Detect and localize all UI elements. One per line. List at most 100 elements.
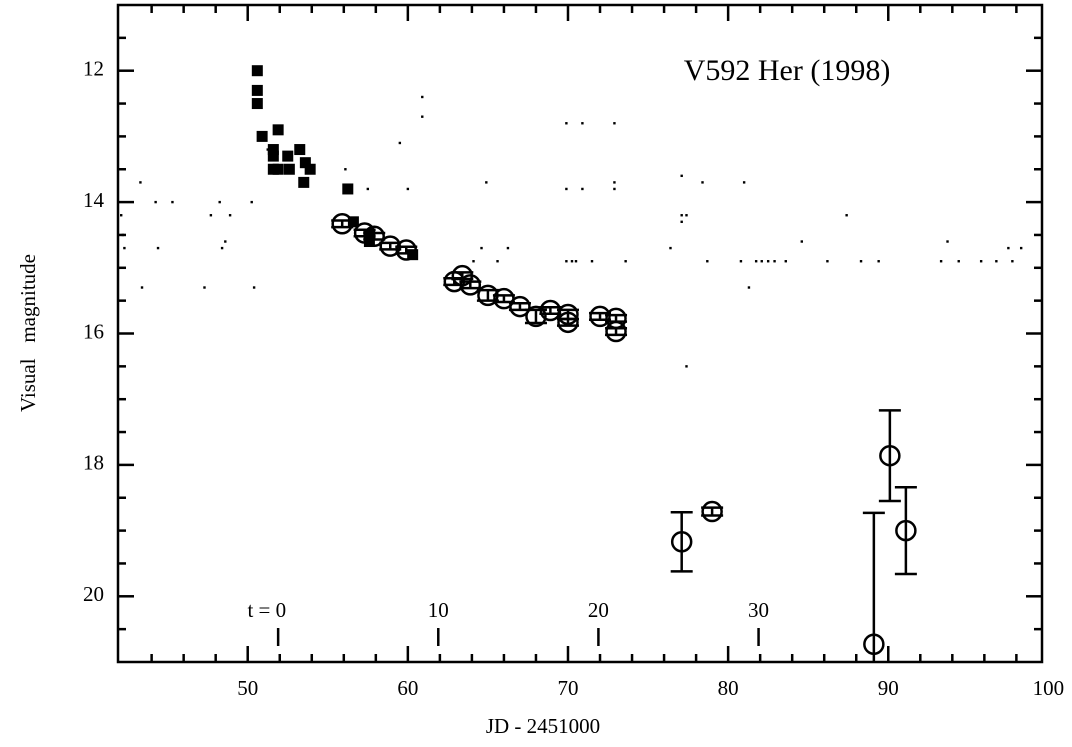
dot-point [228, 214, 232, 217]
square-point [298, 176, 310, 188]
dot-point [266, 148, 269, 151]
dot-point [252, 286, 256, 289]
square-point [251, 84, 263, 96]
dot-point [421, 95, 424, 99]
t-tick-label: 20 [588, 598, 609, 622]
dot-point [747, 286, 751, 289]
dot-point [845, 214, 848, 217]
x-tick-label: 90 [878, 676, 899, 700]
dot-point [706, 260, 709, 263]
dot-point [613, 181, 616, 184]
dot-point [685, 365, 688, 368]
square-point [272, 124, 284, 136]
dot-point [139, 181, 142, 184]
circle-point [589, 305, 611, 328]
dot-point [1007, 246, 1010, 250]
dot-point [123, 246, 126, 250]
dot-point [685, 214, 688, 217]
dot-point [581, 187, 584, 191]
dot-point [754, 260, 758, 263]
y-tick-label: 18 [83, 451, 104, 475]
square-point [251, 65, 263, 77]
dot-point [957, 260, 960, 263]
t-tick-label: 30 [748, 598, 769, 622]
dot-point [739, 260, 743, 263]
chart-title: V592 Her (1998) [684, 54, 891, 87]
circle-point [331, 213, 353, 235]
dot-point [1019, 246, 1023, 250]
dot-point [624, 260, 627, 263]
dot-point [565, 260, 568, 263]
square-point [407, 249, 419, 261]
dot-point [203, 286, 206, 289]
dot-point [565, 187, 568, 191]
x-tick-label: 80 [718, 676, 739, 700]
circle-point [395, 239, 417, 261]
dot-point [613, 122, 616, 125]
x-tick-label: 50 [237, 676, 258, 700]
y-tick-label: 20 [83, 582, 104, 606]
dot-point [485, 181, 488, 184]
circle-point [557, 311, 579, 334]
dot-point [224, 240, 227, 243]
dot-point [140, 286, 144, 289]
square-point [299, 157, 311, 169]
dot-point [939, 260, 943, 263]
x-tick-label: 70 [557, 676, 578, 700]
dot-point [421, 115, 424, 118]
y-tick-label: 14 [83, 188, 105, 212]
y-axis-label: Visual magnitude [16, 254, 40, 412]
square-point [342, 183, 354, 195]
t-tick-label: t = 0 [247, 598, 286, 622]
dot-point [581, 122, 584, 125]
square-point [304, 163, 316, 175]
circle-point [863, 633, 885, 656]
dot-point [859, 260, 863, 263]
circle-point [879, 444, 901, 467]
dot-point [784, 260, 787, 263]
x-tick-label: 60 [397, 676, 418, 700]
dot-point [565, 122, 568, 125]
dot-point [766, 260, 770, 263]
dot-point [680, 214, 683, 217]
circle-point [363, 225, 385, 248]
dot-point [472, 260, 475, 263]
dot-point [480, 246, 483, 250]
square-point [272, 163, 284, 175]
square-point [294, 144, 306, 156]
dot-point [760, 260, 763, 263]
dot-point [570, 260, 574, 263]
dot-point [496, 260, 499, 263]
dot-point [120, 214, 123, 217]
square-point [363, 229, 375, 241]
square-point [347, 216, 359, 228]
dot-point [154, 200, 157, 204]
dot-point [979, 260, 983, 263]
dot-point [366, 187, 370, 191]
dot-point [220, 246, 224, 250]
dot-point [701, 181, 704, 184]
square-point [267, 144, 279, 156]
square-point [267, 150, 279, 162]
dot-point [209, 214, 213, 217]
dot-point [590, 260, 594, 263]
circle-point [459, 274, 482, 296]
dot-point [826, 260, 829, 263]
dot-point [773, 260, 776, 263]
dot-point [995, 260, 998, 263]
dot-point [613, 187, 616, 191]
dot-point [250, 200, 253, 204]
square-point [251, 98, 263, 110]
circle-point [701, 500, 723, 523]
square-point [256, 130, 268, 142]
dot-point [218, 200, 221, 204]
dot-point [398, 141, 402, 145]
dot-point [171, 200, 174, 204]
dot-point [121, 233, 125, 237]
dot-point [877, 260, 880, 263]
x-tick-label: 100 [1033, 676, 1065, 700]
square-point [282, 150, 294, 162]
circle-point [895, 519, 917, 542]
circle-point [525, 305, 547, 328]
